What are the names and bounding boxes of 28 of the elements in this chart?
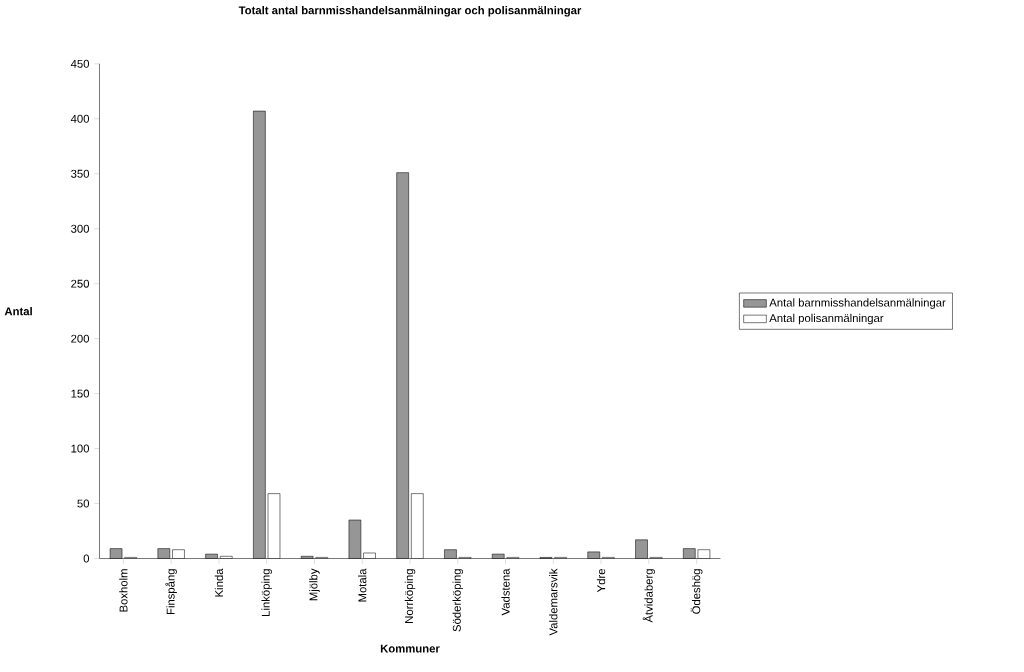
- y-tick-label: 250: [71, 279, 90, 288]
- x-tick-label: Norrköping: [404, 569, 416, 623]
- y-tick-label: 150: [71, 389, 90, 398]
- x-tick-label: Finspång: [165, 569, 177, 614]
- chart-title: Totalt antal barnmisshandelsanmälningar och polisanmälningar: [238, 5, 582, 17]
- x-axis-title: Kommuner: [380, 644, 440, 653]
- legend-label: Antal polisanmälningar: [769, 313, 884, 325]
- x-tick-label: Vadstena: [501, 568, 510, 616]
- y-axis-title: Antal: [4, 306, 32, 316]
- x-tick-label: Valdemarsvik: [549, 568, 558, 636]
- y-tick-label: 50: [77, 499, 90, 508]
- x-tick-label: Söderköping: [452, 569, 464, 632]
- y-tick-label: 200: [71, 334, 90, 343]
- x-tick-label: Motala: [358, 568, 367, 602]
- y-tick-label: 300: [71, 224, 90, 233]
- x-tick-label: Åtvidaberg: [642, 569, 655, 623]
- y-tick-label: 0: [83, 554, 90, 563]
- legend-label: Antal barnmisshandelsanmälningar: [769, 298, 946, 309]
- x-tick-label: Mjölby: [309, 568, 320, 601]
- x-tick-label: Kinda: [214, 568, 224, 597]
- y-tick-label: 100: [71, 444, 90, 453]
- x-tick-label: Ödeshög: [690, 569, 703, 614]
- y-tick-label: 450: [70, 59, 90, 68]
- x-tick-label: Boxholm: [119, 569, 128, 612]
- x-tick-label: Linköping: [261, 569, 272, 616]
- y-tick-label: 400: [70, 114, 90, 123]
- y-tick-label: 350: [71, 169, 90, 178]
- x-tick-label: Ydre: [596, 568, 606, 593]
